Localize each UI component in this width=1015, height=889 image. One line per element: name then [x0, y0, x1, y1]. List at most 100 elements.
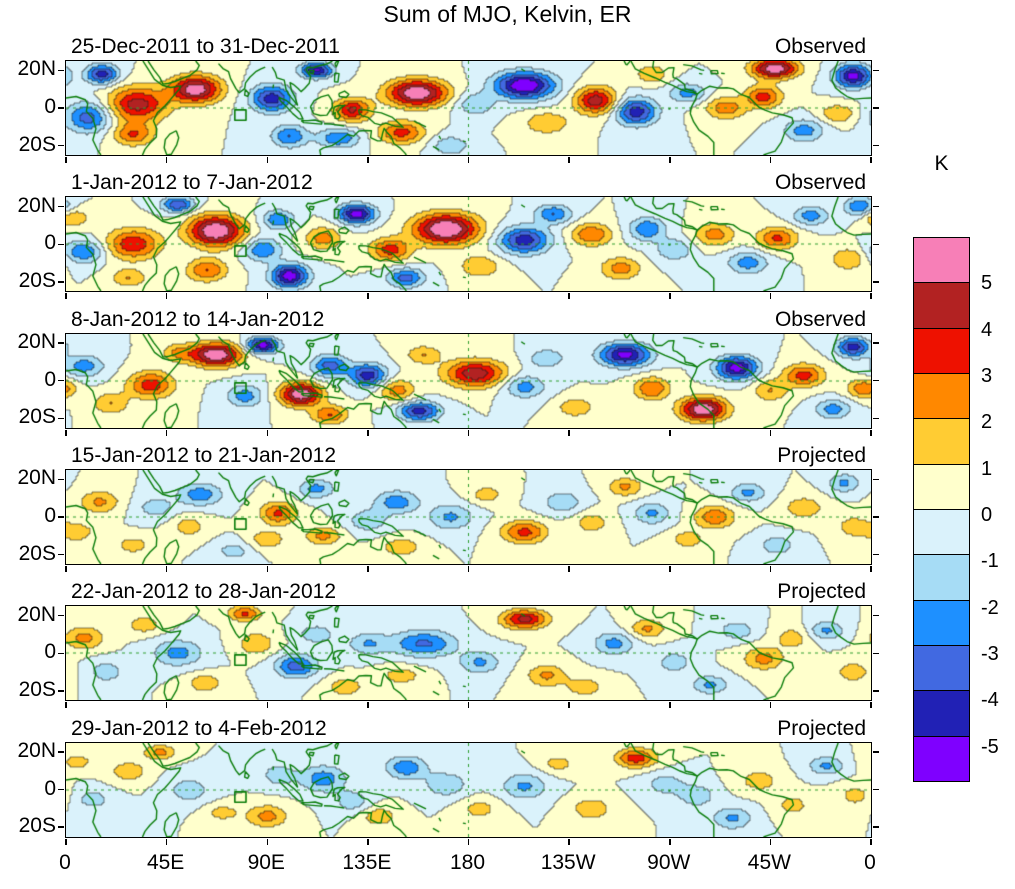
- longitude-tick: [568, 429, 570, 436]
- longitude-tick: [669, 702, 671, 709]
- panel-date-range: 22-Jan-2012 to 28-Jan-2012: [71, 580, 337, 604]
- latitude-tick: [58, 478, 64, 481]
- latitude-tick: [58, 690, 64, 692]
- colorbar-cell: [913, 554, 970, 601]
- colorbar-cell: [913, 599, 970, 646]
- latitude-tick: [873, 614, 879, 617]
- longitude-label: 90W: [647, 851, 691, 874]
- longitude-tick: [870, 293, 872, 300]
- colorbar-tick-label: -1: [981, 550, 999, 573]
- panel-status-label: Projected: [777, 580, 866, 604]
- longitude-tick: [165, 157, 168, 163]
- figure-title: Sum of MJO, Kelvin, ER: [383, 1, 632, 27]
- panel-date-range: 15-Jan-2012 to 21-Jan-2012: [71, 443, 337, 467]
- latitude-label: 0: [44, 95, 56, 118]
- latitude-tick: [58, 826, 64, 828]
- longitude-tick: [266, 293, 268, 300]
- colorbar-cell: [913, 282, 970, 329]
- latitude-label: 20N: [17, 602, 56, 626]
- colorbar-tick-label: 5: [981, 272, 993, 295]
- longitude-tick: [165, 838, 168, 845]
- longitude-label: 135W: [540, 851, 596, 874]
- map-canvas: [66, 333, 871, 428]
- panel-header: 25-Dec-2011 to 31-Dec-2011 Observed: [65, 36, 870, 58]
- latitude-tick: [58, 205, 64, 208]
- map-panel: 29-Jan-2012 to 4-Feb-2012 Projected 20N 0 20…: [0, 716, 1015, 854]
- colorbar-tick-label: -4: [981, 689, 999, 712]
- panel-header: 15-Jan-2012 to 21-Jan-2012 Projected: [65, 443, 870, 467]
- longitude-tick: [65, 838, 67, 845]
- longitude-label: 45W: [747, 851, 791, 874]
- latitude-tick: [58, 243, 64, 246]
- longitude-tick: [769, 157, 772, 163]
- latitude-label: 20S: [18, 405, 56, 429]
- panel-status-label: Observed: [774, 171, 866, 195]
- latitude-tick: [873, 243, 879, 246]
- longitude-tick: [669, 429, 671, 436]
- latitude-label: 20N: [17, 57, 56, 81]
- panel-header: 1-Jan-2012 to 7-Jan-2012 Observed: [65, 172, 870, 194]
- longitude-label: 0: [864, 851, 876, 874]
- map-area: [58, 468, 879, 572]
- longitude-tick: [568, 157, 570, 163]
- panel-date-range: 1-Jan-2012 to 7-Jan-2012: [71, 171, 313, 195]
- latitude-tick: [873, 144, 879, 147]
- longitude-tick: [367, 702, 369, 709]
- colorbar-cell: [913, 327, 970, 374]
- longitude-tick: [266, 157, 268, 163]
- latitude-tick: [58, 379, 64, 382]
- map-panel: 22-Jan-2012 to 28-Jan-2012 Projected 20N 0 2…: [0, 581, 1015, 717]
- latitude-tick: [58, 751, 64, 753]
- map-area: [58, 196, 879, 300]
- longitude-tick: [870, 157, 872, 163]
- latitude-label: 0: [44, 776, 56, 800]
- longitude-tick: [467, 429, 470, 436]
- longitude-tick: [467, 702, 470, 709]
- map-canvas: [66, 197, 871, 292]
- longitude-tick: [367, 838, 369, 845]
- longitude-tick: [769, 838, 772, 845]
- longitude-tick: [769, 565, 772, 572]
- longitude-tick: [870, 838, 872, 845]
- longitude-label: 180: [449, 851, 486, 874]
- colorbar-cell: [913, 690, 970, 737]
- map-panel: 15-Jan-2012 to 21-Jan-2012 Projected 20N 0 2…: [0, 443, 1015, 581]
- colorbar-tick-label: -2: [981, 596, 999, 619]
- longitude-label: 135E: [342, 851, 392, 874]
- longitude-tick: [467, 293, 470, 300]
- latitude-label: 20N: [17, 739, 56, 763]
- latitude-tick: [58, 281, 64, 283]
- latitude-label: 20S: [18, 814, 56, 838]
- map-canvas: [66, 469, 871, 564]
- latitude-tick: [58, 342, 64, 344]
- longitude-tick: [669, 293, 671, 300]
- colorbar-tick-label: 1: [981, 457, 993, 480]
- latitude-tick: [873, 553, 879, 556]
- latitude-tick: [873, 379, 879, 382]
- panel-date-range: 29-Jan-2012 to 4-Feb-2012: [71, 716, 327, 740]
- longitude-tick: [165, 429, 168, 436]
- longitude-label: 90E: [247, 851, 285, 874]
- colorbar-tick-label: 0: [981, 504, 993, 526]
- map-area: [58, 332, 879, 436]
- panel-status-label: Observed: [774, 307, 866, 331]
- latitude-label: 0: [44, 640, 56, 664]
- map-area: [58, 605, 879, 709]
- longitude-label: 45E: [146, 851, 185, 874]
- colorbar-tick-label: 4: [981, 318, 993, 341]
- longitude-tick: [669, 157, 671, 163]
- longitude-tick: [367, 293, 369, 300]
- panel-date-range: 8-Jan-2012 to 14-Jan-2012: [71, 307, 325, 331]
- latitude-tick: [58, 553, 64, 556]
- longitude-tick: [870, 565, 872, 572]
- longitude-tick: [870, 429, 872, 436]
- latitude-label: 20S: [18, 268, 56, 292]
- panel-status-label: Projected: [777, 443, 866, 467]
- longitude-tick: [769, 293, 772, 300]
- longitude-tick: [165, 565, 168, 572]
- panels: 25-Dec-2011 to 31-Dec-2011 Observed 20N 0 20…: [0, 36, 1015, 854]
- longitude-label: 0: [59, 851, 71, 874]
- longitude-tick: [165, 702, 168, 709]
- longitude-tick: [568, 565, 570, 572]
- latitude-tick: [58, 107, 64, 109]
